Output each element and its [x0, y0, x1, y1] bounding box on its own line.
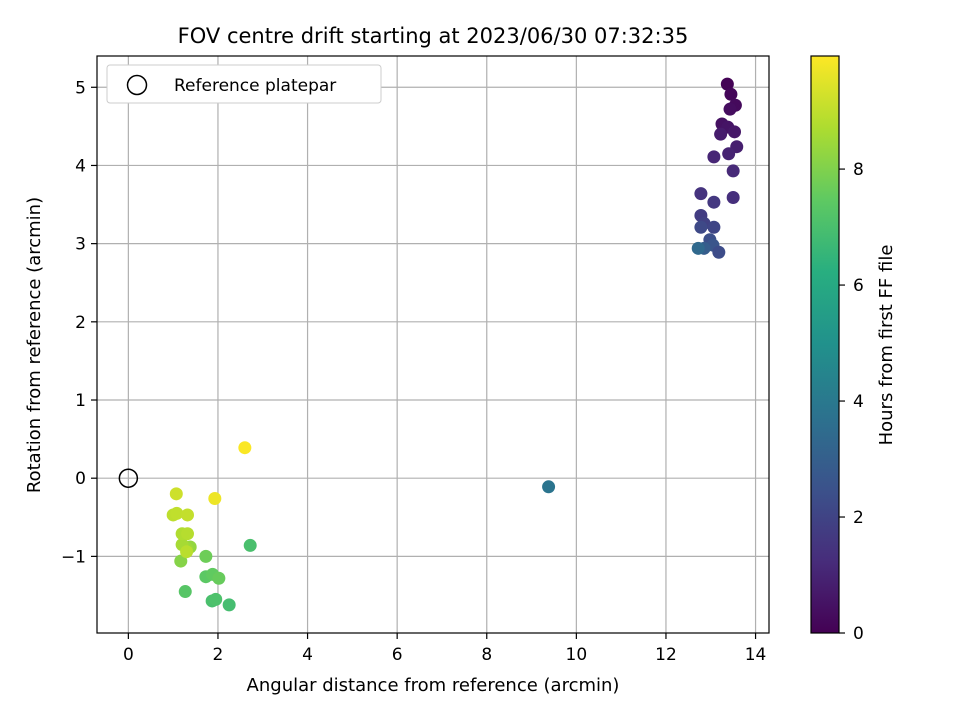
data-points [166, 77, 744, 612]
legend-box [106, 64, 382, 104]
scatter-point [542, 480, 556, 494]
y-tick-label: 0 [75, 469, 86, 489]
scatter-point [707, 150, 721, 164]
legend: Reference platepar [106, 64, 382, 104]
chart-title: FOV centre drift starting at 2023/06/30 … [178, 24, 689, 48]
scatter-point [691, 241, 705, 255]
scatter-point [723, 102, 737, 116]
scatter-point [174, 554, 188, 568]
y-tick-label: −1 [61, 547, 86, 567]
colorbar-label: Hours from first FF file [876, 245, 897, 446]
x-tick-label: 6 [392, 645, 403, 665]
colorbar-gradient [810, 55, 840, 634]
colorbar-tick-label: 6 [853, 276, 864, 296]
colorbar-tick-label: 2 [853, 508, 864, 528]
x-tick-label: 2 [213, 645, 224, 665]
scatter-point [180, 545, 194, 559]
scatter-point [712, 245, 726, 259]
scatter-point [722, 147, 736, 161]
x-tick-label: 12 [655, 645, 677, 665]
colorbar-tick-label: 0 [853, 624, 864, 644]
grid-lines [97, 56, 769, 633]
scatter-point [707, 195, 721, 209]
scatter-point [694, 220, 708, 234]
colorbar-tick-label: 8 [853, 160, 864, 180]
legend-label: Reference platepar [174, 76, 336, 96]
scatter-point [694, 187, 708, 201]
scatter-point [180, 527, 194, 541]
scatter-point [222, 598, 236, 612]
x-tick-label: 0 [123, 645, 134, 665]
legend-marker [126, 74, 148, 96]
scatter-point [714, 127, 728, 141]
scatter-point [209, 592, 223, 606]
colorbar-ticks: 0 2 4 6 8 [839, 160, 864, 644]
scatter-point [180, 508, 194, 522]
scatter-point [212, 571, 226, 585]
scatter-point [728, 125, 742, 139]
scatter-point [720, 77, 734, 91]
reference-platepar-marker [118, 468, 139, 488]
x-tick-label: 14 [745, 645, 767, 665]
y-tick-label: 5 [75, 78, 86, 98]
scatter-point [726, 164, 740, 178]
x-tick-label: 4 [302, 645, 313, 665]
x-tick-label: 10 [566, 645, 588, 665]
colorbar-tick-label: 4 [853, 392, 864, 412]
y-tick-label: 4 [75, 156, 86, 176]
y-axis-ticks: −1 0 1 2 3 4 5 [61, 78, 97, 567]
scatter-point [238, 441, 252, 455]
scatter-point [243, 538, 257, 552]
scatter-point [208, 492, 222, 506]
x-tick-label: 8 [481, 645, 492, 665]
x-axis-label: Angular distance from reference (arcmin) [247, 675, 620, 696]
y-tick-label: 2 [75, 313, 86, 333]
scatter-point [726, 191, 740, 205]
x-axis-ticks: 0 2 4 6 8 10 12 14 [123, 633, 766, 665]
scatter-point [707, 220, 721, 234]
y-tick-label: 1 [75, 391, 86, 411]
scatter-point [169, 487, 183, 501]
y-tick-label: 3 [75, 235, 86, 255]
plot-frame [96, 55, 770, 634]
scatter-point [724, 87, 738, 101]
scatter-point [178, 585, 192, 599]
scatter-point [170, 506, 184, 520]
y-axis-label: Rotation from reference (arcmin) [24, 197, 45, 493]
colorbar: 0 2 4 6 8 Hours from first FF file [810, 55, 897, 644]
scatter-point [199, 549, 213, 563]
